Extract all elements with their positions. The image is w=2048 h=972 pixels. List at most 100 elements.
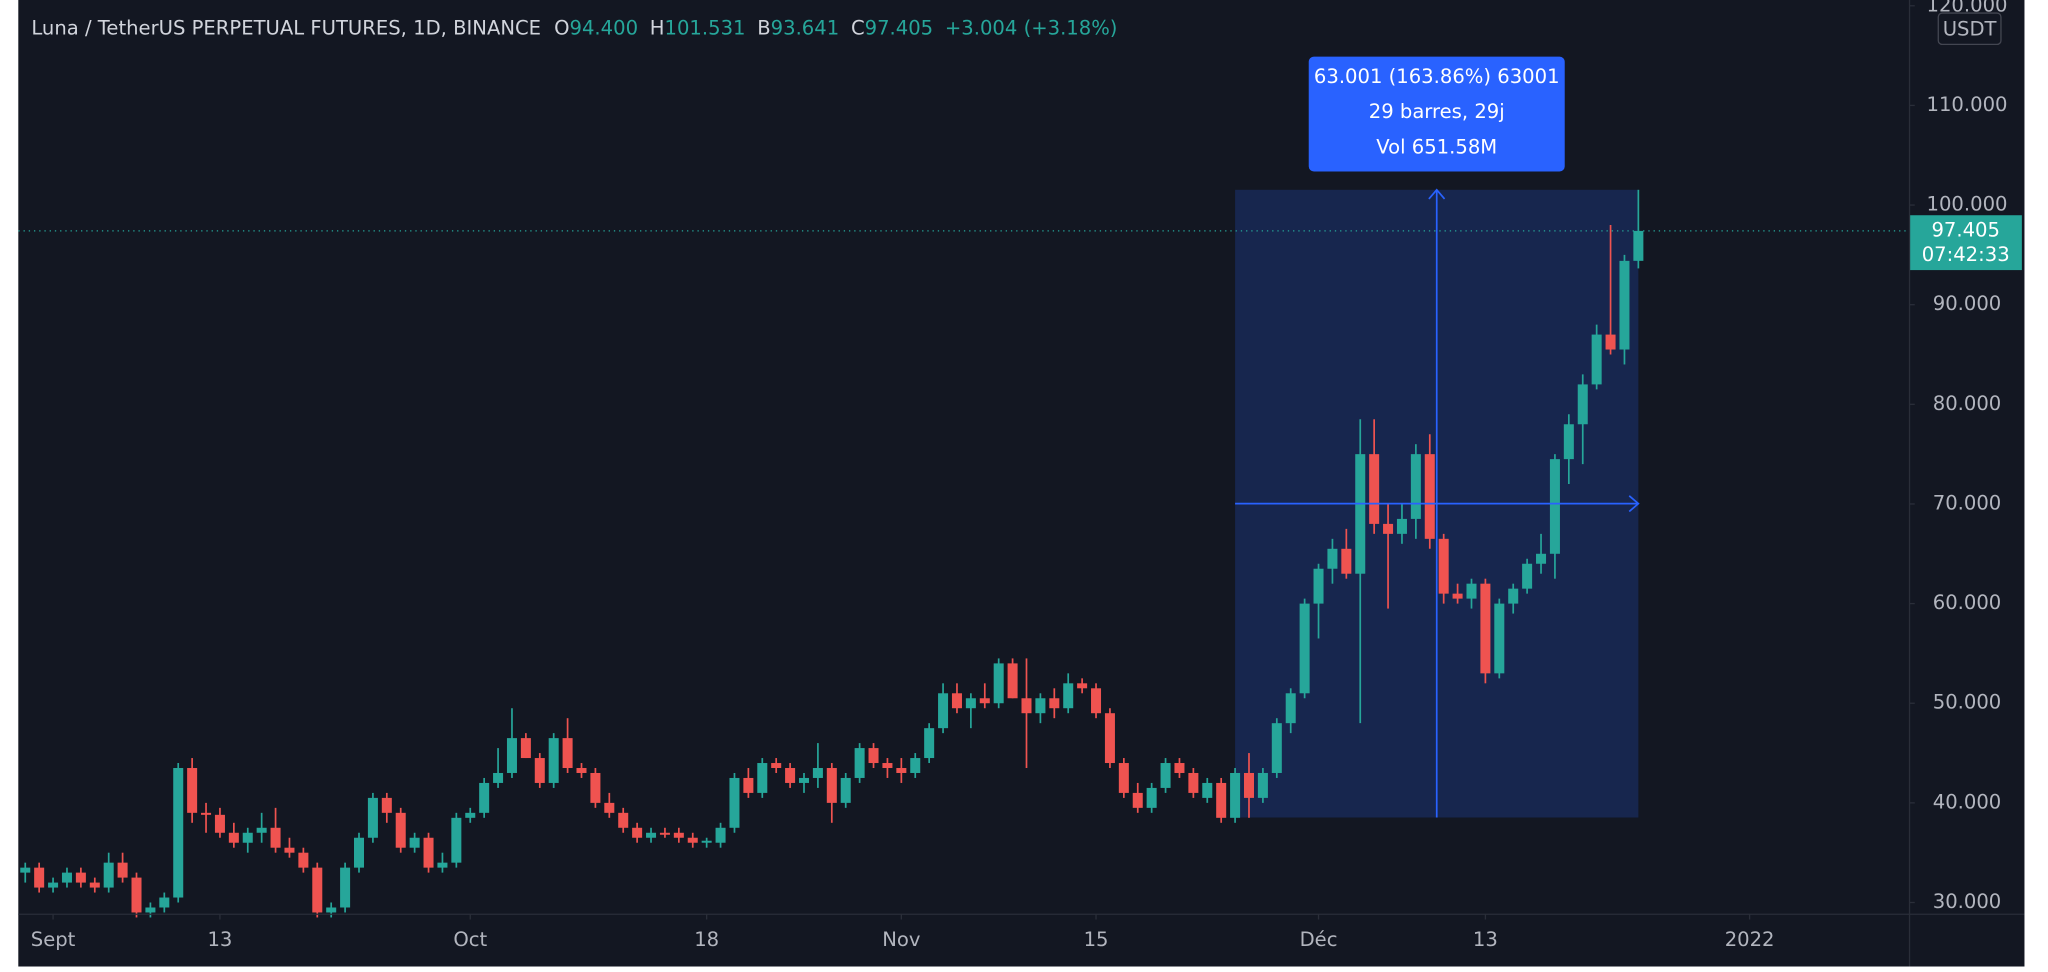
candle-body — [423, 837, 434, 868]
candle-body — [506, 738, 517, 773]
candle-body — [785, 768, 796, 783]
chart-legend: Luna / TetherUS PERPETUAL FUTURES, 1D, B… — [31, 16, 1117, 39]
candle-body — [1049, 698, 1060, 709]
legend-value: 97.405 — [865, 16, 934, 39]
candle-body — [465, 812, 476, 818]
candle-body — [1257, 772, 1268, 798]
candle-body — [868, 748, 879, 764]
candle-body — [826, 768, 837, 803]
x-tick-label: Sept — [31, 928, 76, 951]
candle-body — [896, 768, 907, 773]
candle-body — [548, 738, 559, 783]
measure-tooltip-text: Vol 651.58M — [1376, 136, 1497, 159]
candle-body — [701, 840, 712, 843]
candle-body — [451, 817, 462, 863]
candle-body — [270, 827, 281, 848]
candle-body — [979, 698, 990, 704]
measure-tooltip — [1308, 56, 1565, 172]
candle-body — [353, 837, 365, 868]
candle-body — [687, 837, 698, 843]
candle-body — [1369, 454, 1380, 524]
candle-body — [214, 814, 225, 833]
candle-body — [562, 738, 573, 769]
candle-body — [1438, 538, 1449, 594]
candle-body — [1299, 603, 1310, 694]
x-tick-label: Déc — [1300, 928, 1338, 951]
candle-body — [1383, 523, 1394, 534]
measure-tooltip-text: 63.001 (163.86%) 63001 — [1314, 65, 1560, 88]
candle-body — [1410, 454, 1421, 519]
candle-body — [729, 777, 740, 828]
measure-arrowhead — [1628, 495, 1640, 513]
y-tick-label: 100.000 — [1927, 193, 2008, 216]
y-tick-label: 110.000 — [1927, 93, 2008, 116]
candle-body — [409, 837, 420, 848]
candle-body — [520, 738, 531, 759]
y-tick-label: 40.000 — [1933, 790, 2002, 813]
legend-key: C — [851, 16, 865, 39]
candle-body — [1424, 454, 1435, 539]
candle-body — [854, 748, 865, 778]
measure-tooltip-text: 29 barres, 29j — [1369, 100, 1505, 123]
candle-body — [479, 782, 490, 813]
x-tick-label: 18 — [694, 928, 719, 951]
candle-body — [242, 832, 253, 843]
candle-body — [798, 777, 810, 783]
x-tick-label: Nov — [882, 928, 920, 951]
currency-badge[interactable] — [1937, 12, 2002, 46]
x-tick-label: 2022 — [1725, 928, 1775, 951]
candle-body — [1605, 334, 1616, 350]
candle-body — [1091, 688, 1102, 714]
candle-body — [131, 877, 142, 913]
candle-body — [1160, 763, 1171, 788]
candle-body — [1285, 693, 1296, 724]
candle-body — [1063, 683, 1074, 709]
candle-body — [1327, 548, 1338, 569]
candle-body — [604, 802, 615, 813]
candle-body — [1243, 772, 1255, 798]
candle-body — [771, 763, 782, 769]
candle-body — [61, 872, 72, 883]
candle-body — [1271, 723, 1282, 773]
y-tick-label: 80.000 — [1933, 392, 2002, 415]
candle-body — [1619, 260, 1630, 350]
candle-body — [1577, 384, 1588, 425]
last-price-badge — [1909, 215, 2022, 271]
candle-body — [145, 907, 156, 913]
candle-body — [646, 832, 657, 838]
candle-body — [20, 867, 31, 873]
candle-body — [1146, 787, 1157, 808]
candle-body — [1396, 518, 1407, 534]
candle-body — [840, 777, 851, 803]
candle-body — [367, 797, 378, 838]
candle-body — [924, 728, 935, 759]
candle-body — [1633, 230, 1644, 261]
candle-body — [1466, 583, 1477, 599]
candle-body — [1494, 603, 1505, 674]
x-tick-label: 13 — [1473, 928, 1498, 951]
legend-key: O — [554, 16, 569, 39]
candle-body — [1355, 454, 1366, 574]
measure-arrowhead — [1428, 188, 1446, 200]
candle-body — [298, 852, 309, 868]
candle-body — [1104, 713, 1115, 764]
x-tick-label: 13 — [207, 928, 232, 951]
candle-body — [576, 768, 587, 773]
candle-body — [715, 827, 726, 843]
candle-body — [812, 768, 823, 778]
candle-body — [187, 768, 198, 813]
candle-body — [228, 832, 239, 843]
candle-body — [1591, 334, 1602, 385]
candle-body — [381, 797, 392, 813]
y-tick-label: 60.000 — [1933, 591, 2002, 614]
candle-body — [1549, 459, 1560, 554]
candle-body — [1452, 593, 1463, 599]
candle-body — [1480, 583, 1491, 674]
candle-body — [34, 867, 45, 888]
candle-body — [340, 867, 351, 908]
candle-body — [673, 832, 684, 838]
legend-value: 93.641 — [771, 16, 840, 39]
candle-body — [1007, 663, 1018, 699]
candle-body — [159, 897, 170, 908]
